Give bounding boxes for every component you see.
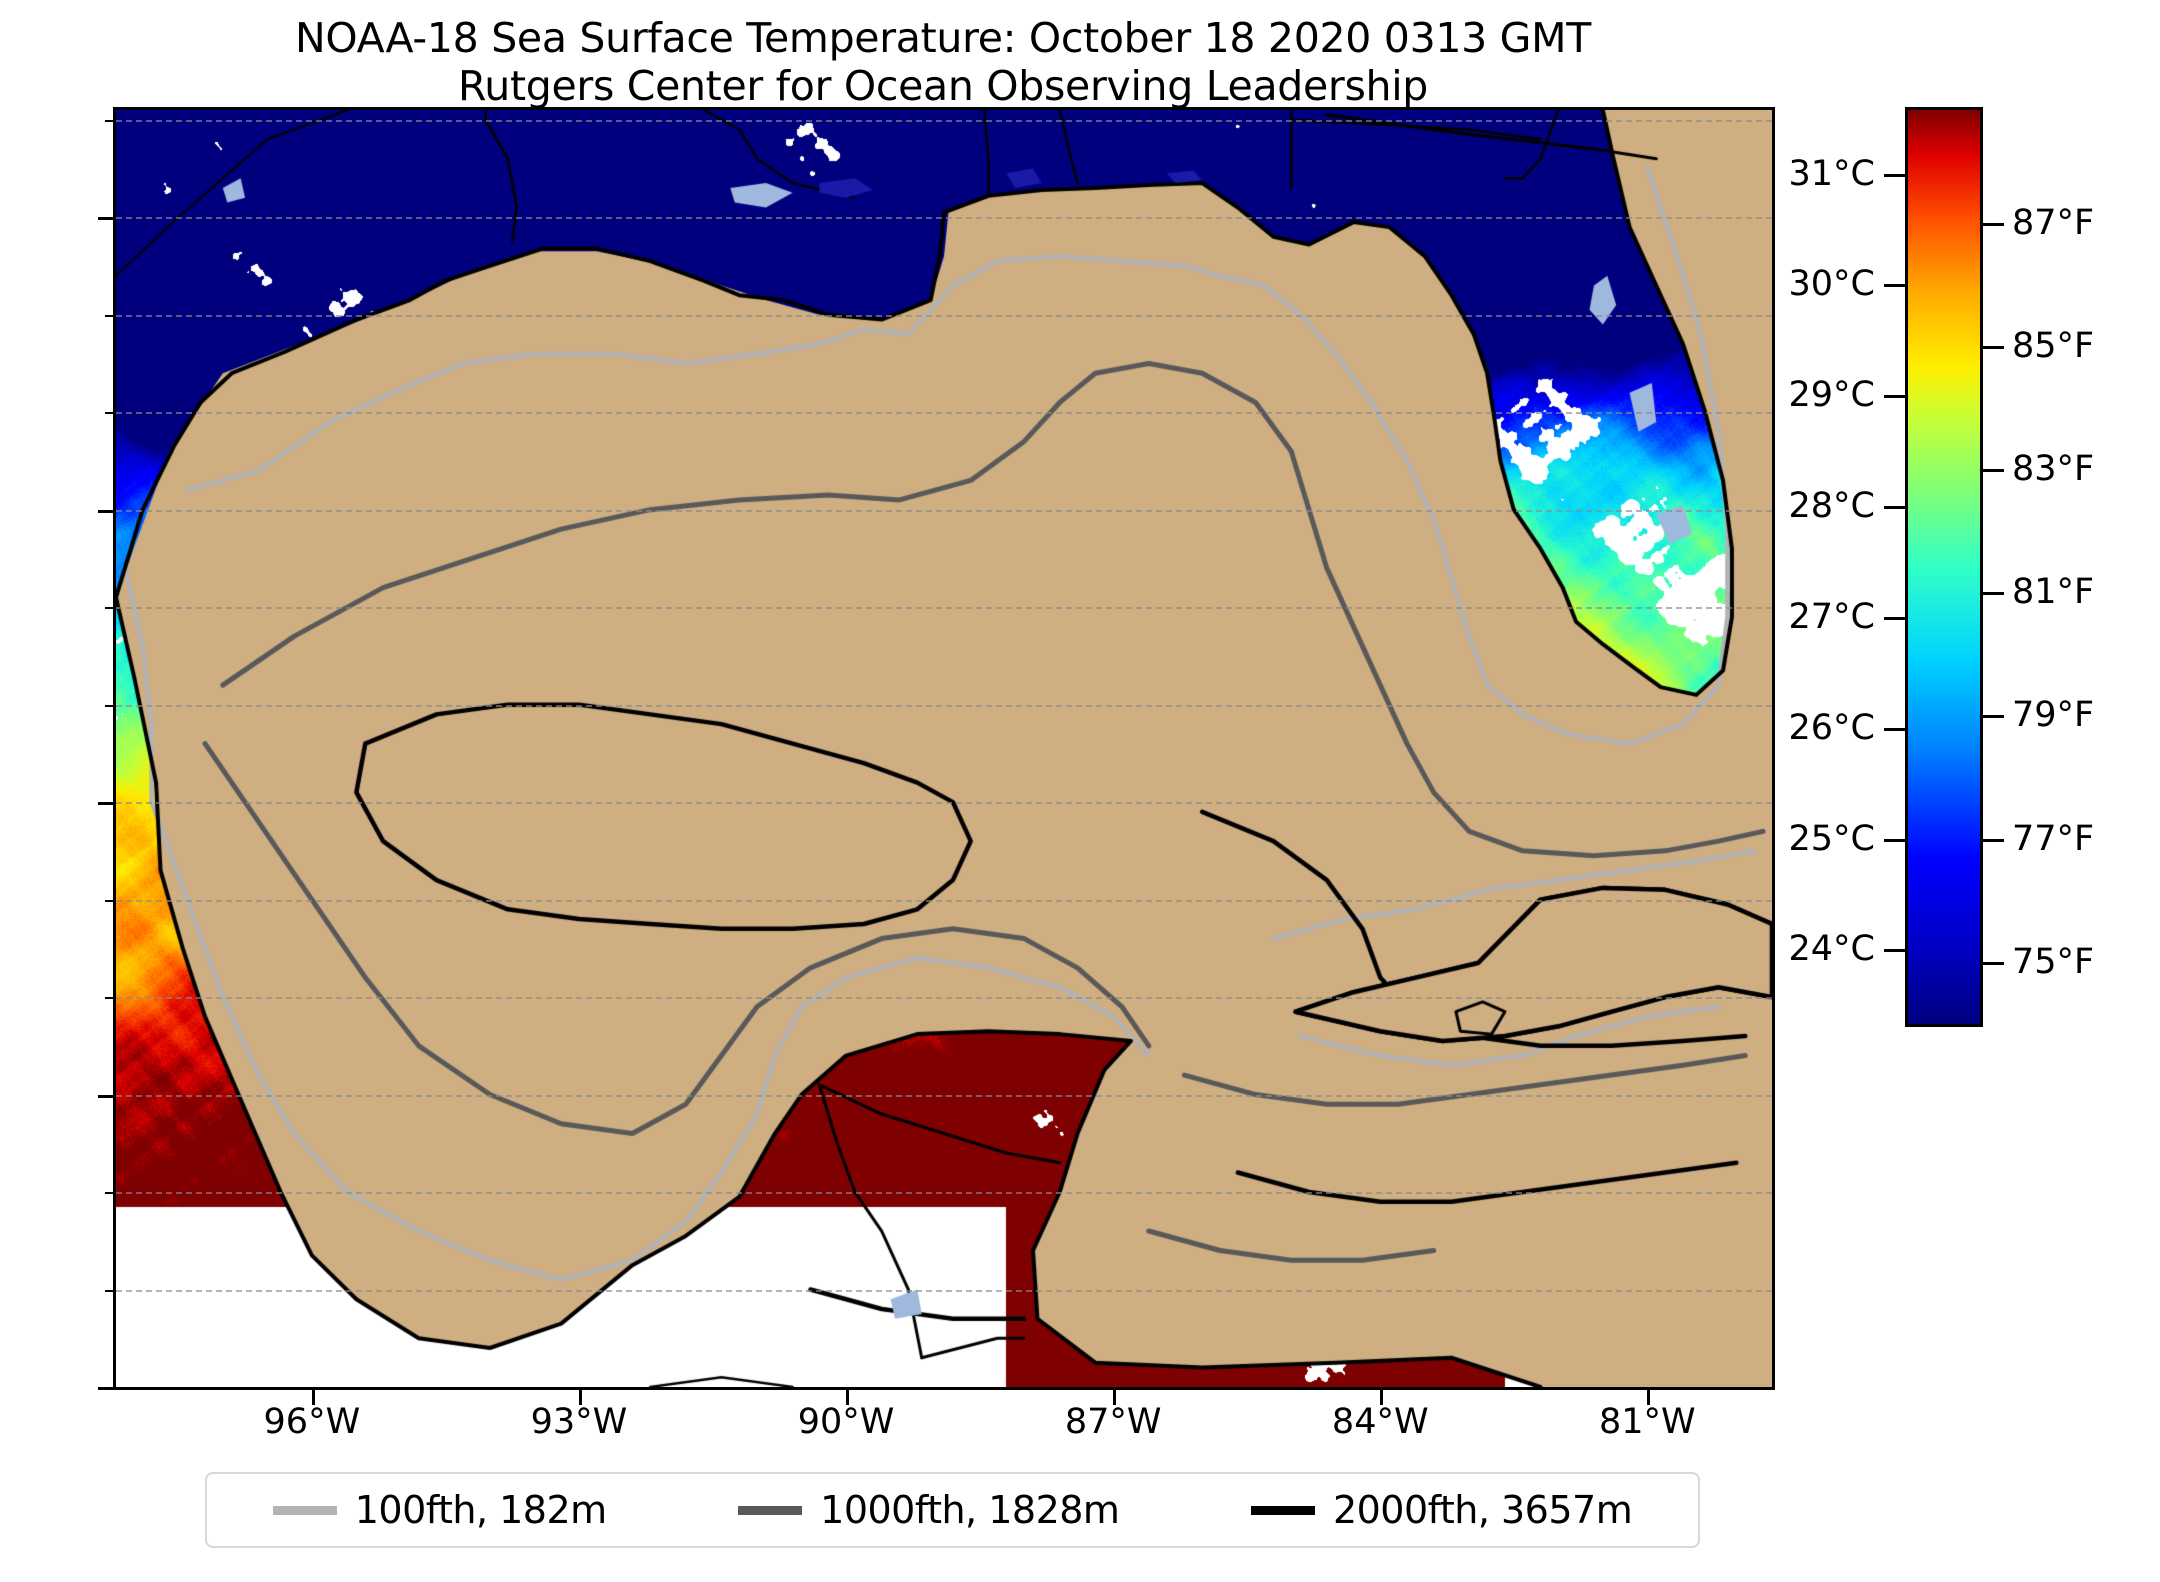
legend-label-2000fth: 2000fth, 3657m xyxy=(1332,1488,1633,1532)
title-line-1: NOAA-18 Sea Surface Temperature: October… xyxy=(295,14,1591,62)
y-axis-minor-tick xyxy=(105,1289,113,1292)
colorbar-tick-celsius xyxy=(1884,949,1905,953)
colorbar-tick-celsius xyxy=(1884,616,1905,620)
colorbar-tick-celsius xyxy=(1884,506,1905,510)
colorbar-label-fahrenheit: 85°F xyxy=(2012,325,2095,366)
colorbar-label-celsius: 26°C xyxy=(1788,707,1875,748)
y-axis-minor-tick xyxy=(105,412,113,415)
legend-label-1000fth: 1000fth, 1828m xyxy=(820,1488,1120,1532)
legend-item: 1000fth, 1828m xyxy=(738,1488,1120,1532)
y-axis-tick-mark xyxy=(98,1094,113,1098)
colorbar-tick-fahrenheit xyxy=(1983,469,2004,473)
sst-raster xyxy=(116,110,1772,1387)
colorbar-tick-fahrenheit xyxy=(1983,961,2004,965)
y-axis-tick-mark xyxy=(98,509,113,513)
colorbar-tick-celsius xyxy=(1884,838,1905,842)
sst-map-plot[interactable] xyxy=(113,107,1775,1390)
colorbar-label-fahrenheit: 83°F xyxy=(2012,449,2095,490)
legend-label-100fth: 100fth, 182m xyxy=(354,1488,607,1532)
colorbar-label-fahrenheit: 75°F xyxy=(2012,941,2095,982)
legend-item: 2000fth, 3657m xyxy=(1250,1488,1633,1532)
colorbar-tick-fahrenheit xyxy=(1983,838,2004,842)
y-axis-minor-tick xyxy=(105,997,113,1000)
x-axis-tick-mark xyxy=(311,1390,315,1405)
x-axis-tick-label: 84°W xyxy=(1331,1402,1429,1442)
legend-swatch-100fth xyxy=(272,1505,337,1515)
title-line-2: Rutgers Center for Ocean Observing Leade… xyxy=(457,62,1429,110)
y-axis-minor-tick xyxy=(105,314,113,317)
colorbar-tick-celsius xyxy=(1884,395,1905,399)
colorbar-label-fahrenheit: 77°F xyxy=(2012,818,2095,859)
legend-swatch-2000fth xyxy=(1250,1505,1315,1515)
x-axis-tick-mark xyxy=(578,1390,582,1405)
colorbar-label-fahrenheit: 87°F xyxy=(2012,202,2095,243)
colorbar-label-celsius: 24°C xyxy=(1788,929,1875,970)
x-axis-tick-label: 93°W xyxy=(530,1402,628,1442)
colorbar-label-celsius: 31°C xyxy=(1788,153,1875,194)
colorbar-tick-fahrenheit xyxy=(1983,345,2004,349)
colorbar-tick-fahrenheit xyxy=(1983,715,2004,719)
colorbar-tick-fahrenheit xyxy=(1983,222,2004,226)
colorbar-label-fahrenheit: 79°F xyxy=(2012,695,2095,736)
x-axis-tick-mark xyxy=(1113,1390,1117,1405)
x-axis-tick-label: 87°W xyxy=(1064,1402,1162,1442)
y-axis-minor-tick xyxy=(105,704,113,707)
page-title: NOAA-18 Sea Surface Temperature: October… xyxy=(113,14,1773,110)
colorbar-label-celsius: 25°C xyxy=(1788,818,1875,859)
x-axis-tick-mark xyxy=(1647,1390,1651,1405)
colorbar-gradient xyxy=(1908,110,1980,1024)
y-axis-minor-tick xyxy=(105,1192,113,1195)
colorbar-tick-celsius xyxy=(1884,173,1905,177)
y-axis-tick-mark xyxy=(98,1387,113,1390)
y-axis-minor-tick xyxy=(105,899,113,902)
colorbar-label-celsius: 27°C xyxy=(1788,596,1875,637)
legend-item: 100fth, 182m xyxy=(272,1488,607,1532)
x-axis-tick-label: 90°W xyxy=(797,1402,895,1442)
y-axis-tick-mark xyxy=(98,802,113,806)
x-axis-tick-mark xyxy=(846,1390,850,1405)
colorbar-label-fahrenheit: 81°F xyxy=(2012,572,2095,613)
bathymetry-legend: 100fth, 182m 1000fth, 1828m 2000fth, 365… xyxy=(205,1472,1700,1548)
colorbar-tick-celsius xyxy=(1884,284,1905,288)
colorbar-label-celsius: 30°C xyxy=(1788,264,1875,305)
gridline-horizontal xyxy=(116,1387,1772,1389)
colorbar-label-celsius: 29°C xyxy=(1788,375,1875,416)
y-axis-tick-mark xyxy=(98,217,113,221)
colorbar-tick-fahrenheit xyxy=(1983,592,2004,596)
legend-swatch-1000fth xyxy=(738,1505,803,1515)
colorbar xyxy=(1905,107,1983,1027)
colorbar-tick-celsius xyxy=(1884,727,1905,731)
colorbar-label-celsius: 28°C xyxy=(1788,486,1875,527)
x-axis-tick-label: 96°W xyxy=(263,1402,361,1442)
x-axis-tick-mark xyxy=(1380,1390,1384,1405)
y-axis-minor-tick xyxy=(105,607,113,610)
y-axis-minor-tick xyxy=(105,119,113,122)
x-axis-tick-label: 81°W xyxy=(1599,1402,1696,1442)
